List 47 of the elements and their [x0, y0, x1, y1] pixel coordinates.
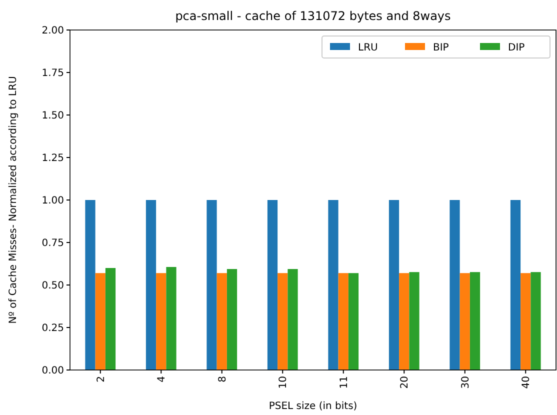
x-axis-title: PSEL size (in bits) [268, 401, 358, 412]
x-tick-label: 10 [278, 376, 290, 389]
bar [216, 273, 227, 370]
x-tick-label: 20 [400, 376, 411, 389]
bar [460, 273, 470, 370]
bar [267, 200, 278, 370]
bar [278, 273, 288, 370]
y-axis-title: Nº of Cache Misses- Normalized according to LRU [8, 76, 19, 324]
bar [226, 269, 238, 370]
y-tick-label: 1.50 [42, 110, 64, 122]
legend-label: LRU [358, 42, 378, 54]
y-tick-label: 1.25 [42, 153, 64, 164]
bar [520, 273, 531, 370]
bar [146, 200, 156, 370]
x-tick-label: 30 [460, 376, 472, 389]
x-tick-label: 2 [96, 376, 107, 382]
bar [388, 200, 400, 370]
y-tick-label: 0.25 [42, 323, 64, 334]
bar [348, 273, 359, 370]
y-tick-label: 0.00 [42, 366, 64, 376]
x-tick-label: 8 [217, 376, 228, 382]
y-tick-label: 1.00 [42, 196, 64, 206]
bar [328, 200, 338, 370]
bar [105, 268, 116, 370]
y-tick-label: 1.75 [42, 68, 64, 79]
bar [470, 272, 480, 370]
bar [95, 273, 106, 370]
bar [288, 269, 298, 370]
x-tick-label: 4 [156, 376, 168, 382]
bar [156, 273, 166, 370]
chart-title: pca-small - cache of 131072 bytes and 8ways [175, 9, 451, 23]
bar [530, 272, 541, 370]
bar [409, 272, 420, 370]
bar [206, 200, 217, 370]
legend-label: BIP [433, 42, 449, 54]
bar [338, 273, 348, 370]
y-tick-label: 0.75 [42, 238, 64, 249]
y-tick-label: 2.00 [42, 26, 64, 36]
bar [450, 200, 460, 370]
y-tick-label: 0.50 [42, 280, 64, 292]
legend-label: DIP [508, 42, 525, 54]
x-tick-label: 40 [521, 376, 532, 389]
bar [85, 200, 96, 370]
bar [510, 200, 521, 370]
x-tick-label: 11 [338, 376, 350, 389]
bar [166, 266, 176, 370]
bar [399, 273, 410, 370]
